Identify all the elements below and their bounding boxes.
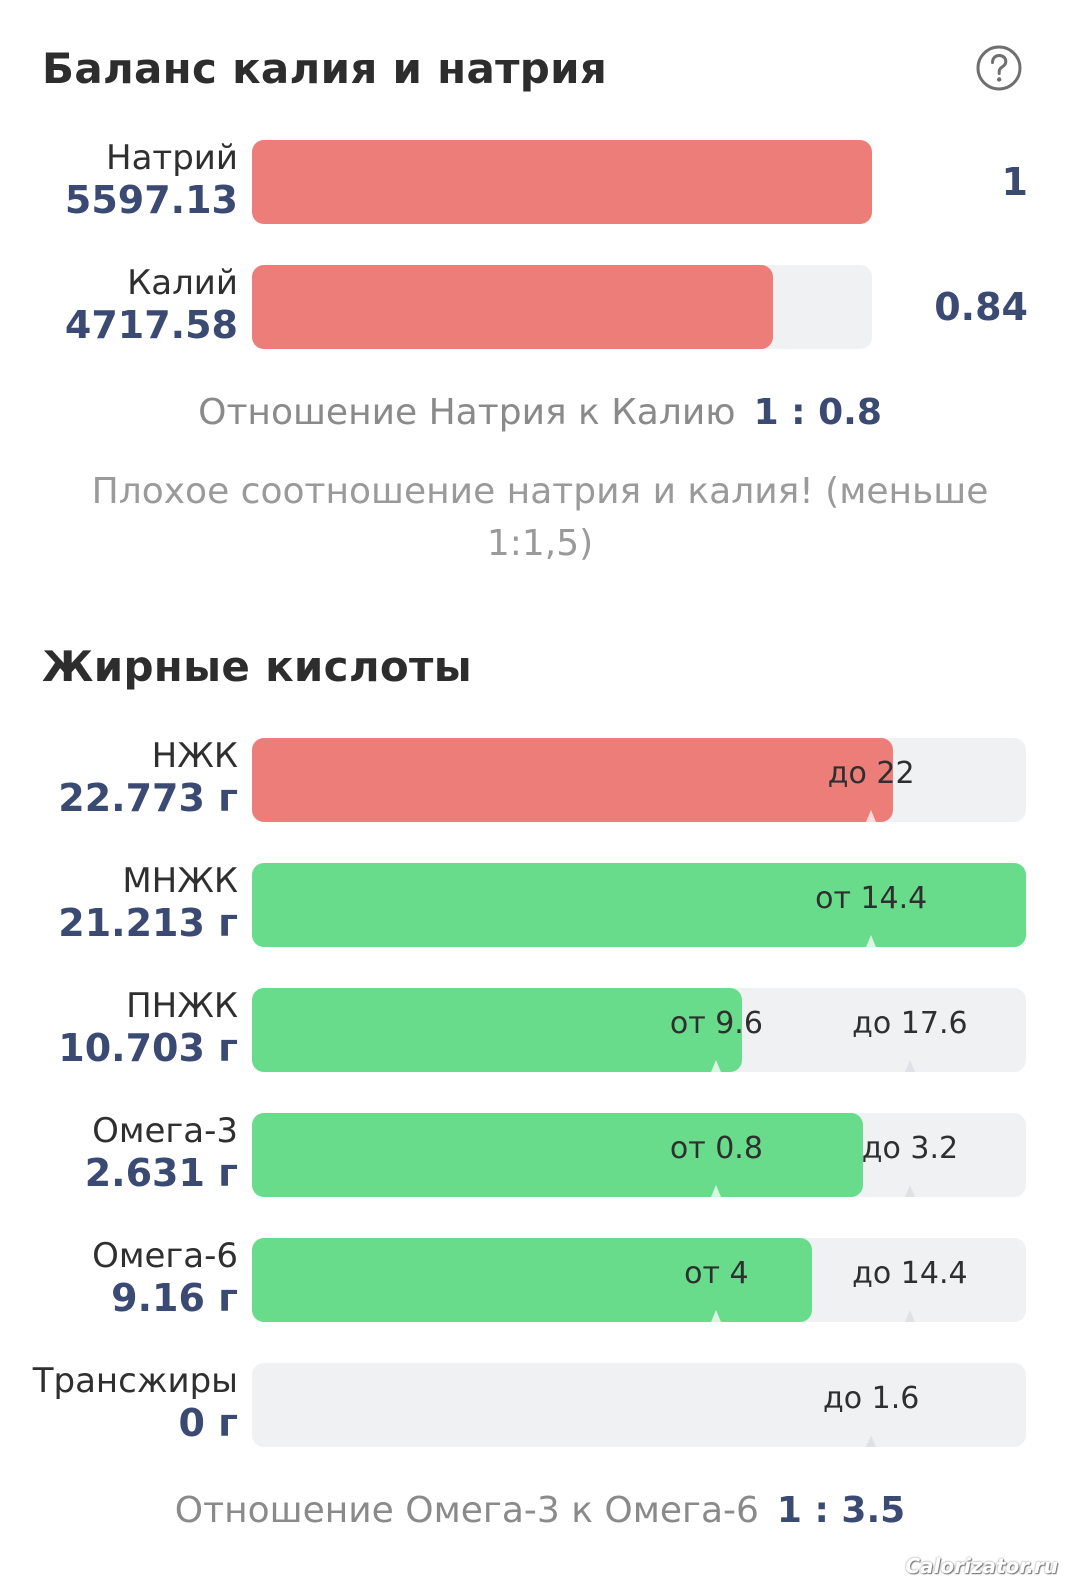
sodium-potassium-ratio-label: Отношение Натрия к Калию	[198, 392, 736, 433]
mnzhk-limit-label: от 14.4	[815, 881, 928, 916]
sodium-ratio: 1	[1001, 160, 1028, 204]
mnzhk-value: 21.213 г	[58, 901, 238, 945]
trans-fats-limit-label: до 1.6	[823, 1381, 920, 1416]
potassium-bar-fill	[252, 265, 773, 349]
mnzhk-limit-pointer-icon	[866, 935, 877, 947]
balance-section-title: Баланс калия и натрия	[42, 44, 608, 93]
omega-ratio-label: Отношение Омега-3 к Омега-6	[174, 1490, 759, 1531]
nzhk-bar: до 22	[252, 738, 1026, 822]
nzhk-bar-fill	[252, 738, 893, 822]
sodium-bar	[252, 140, 872, 224]
omega-ratio-value: 1 : 3.5	[776, 1490, 906, 1531]
pnzhk-limit-label: до 17.6	[852, 1006, 968, 1041]
potassium-value: 4717.58	[64, 303, 238, 347]
pnzhk-limit-label: от 9.6	[669, 1006, 763, 1041]
omega-3-limit-pointer-icon	[711, 1185, 722, 1197]
omega-6-limit-pointer-icon	[904, 1310, 915, 1322]
mnzhk-label: МНЖК 21.213 г	[20, 861, 238, 945]
omega-ratio: Отношение Омега-3 к Омега-6 1 : 3.5	[0, 1490, 1080, 1531]
potassium-label: Калий 4717.58	[20, 263, 238, 347]
sodium-label: Натрий 5597.13	[20, 138, 238, 222]
trans-fats-bar: до 1.6	[252, 1363, 1026, 1447]
watermark-logo: Calorizator.ru	[905, 1554, 1058, 1578]
mnzhk-bar-fill	[252, 863, 1026, 947]
sodium-potassium-ratio-value: 1 : 0.8	[753, 392, 882, 433]
sodium-bar-fill	[252, 140, 872, 224]
sodium-value: 5597.13	[64, 178, 238, 222]
trans-fats-label: Трансжиры 0 г	[20, 1361, 238, 1445]
trans-fats-value: 0 г	[178, 1401, 238, 1445]
question-circle-icon[interactable]	[975, 44, 1023, 92]
omega-6-limit-pointer-icon	[711, 1310, 722, 1322]
mnzhk-name: МНЖК	[122, 861, 238, 901]
fatty-acids-section-title: Жирные кислоты	[42, 642, 472, 691]
trans-fats-name: Трансжиры	[32, 1361, 238, 1401]
potassium-name: Калий	[127, 263, 238, 303]
pnzhk-limit-pointer-icon	[904, 1060, 915, 1072]
potassium-bar	[252, 265, 872, 349]
pnzhk-name: ПНЖК	[126, 986, 238, 1026]
pnzhk-limit-pointer-icon	[711, 1060, 722, 1072]
nzhk-limit-pointer-icon	[866, 810, 877, 822]
sodium-name: Натрий	[106, 138, 238, 178]
pnzhk-label: ПНЖК 10.703 г	[20, 986, 238, 1070]
sodium-potassium-ratio: Отношение Натрия к Калию 1 : 0.8	[0, 392, 1080, 433]
omega-6-limit-label: от 4	[684, 1256, 749, 1291]
nzhk-label: НЖК 22.773 г	[20, 736, 238, 820]
omega-3-limit-label: от 0.8	[669, 1131, 763, 1166]
omega-3-bar: от 0.8 до 3.2	[252, 1113, 1026, 1197]
omega-6-bar: от 4 до 14.4	[252, 1238, 1026, 1322]
ratio-warning: Плохое соотношение натрия и калия! (мень…	[91, 471, 989, 564]
omega-3-limit-pointer-icon	[904, 1185, 915, 1197]
omega-6-label: Омега-6 9.16 г	[20, 1236, 238, 1320]
omega-3-name: Омега-3	[92, 1111, 238, 1151]
omega-6-value: 9.16 г	[111, 1276, 238, 1320]
trans-fats-limit-pointer-icon	[866, 1435, 877, 1447]
omega-6-bar-fill	[252, 1238, 812, 1322]
nzhk-value: 22.773 г	[58, 776, 238, 820]
omega-3-limit-label: до 3.2	[861, 1131, 959, 1166]
pnzhk-value: 10.703 г	[58, 1026, 238, 1070]
omega-6-name: Омега-6	[92, 1236, 238, 1276]
omega-3-bar-fill	[252, 1113, 864, 1197]
mnzhk-bar: от 14.4	[252, 863, 1026, 947]
pnzhk-bar-fill	[252, 988, 742, 1072]
omega-3-value: 2.631 г	[84, 1151, 238, 1195]
pnzhk-bar: от 9.6 до 17.6	[252, 988, 1026, 1072]
nzhk-limit-label: до 22	[827, 756, 915, 791]
omega-6-limit-label: до 14.4	[852, 1256, 968, 1291]
potassium-ratio: 0.84	[934, 285, 1028, 329]
nzhk-name: НЖК	[151, 736, 238, 776]
omega-3-label: Омега-3 2.631 г	[20, 1111, 238, 1195]
